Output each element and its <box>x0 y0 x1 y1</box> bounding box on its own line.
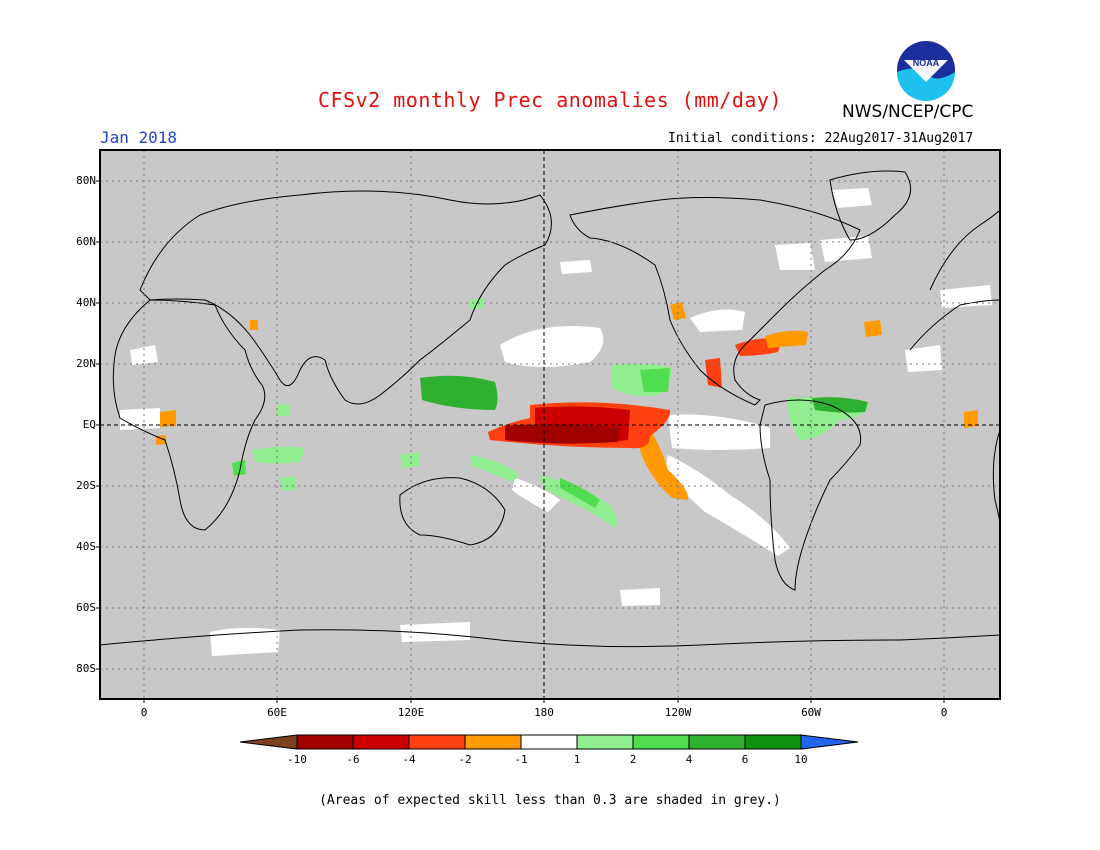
lat-label-60s: 60S <box>76 601 96 614</box>
lon-label-0-right: 0 <box>940 706 948 719</box>
colorbar-tick-label: -2 <box>458 753 472 766</box>
colorbar-box <box>632 734 690 750</box>
lon-label-60w: 60W <box>801 706 821 719</box>
lon-label-60e: 60E <box>267 706 287 719</box>
neutral-anomaly-areas <box>120 188 992 656</box>
colorbar-left-arrow <box>239 734 298 750</box>
wet-anomaly-areas <box>232 298 870 528</box>
lat-lon-gridlines <box>100 150 1000 699</box>
lat-label-40n: 40N <box>76 296 96 309</box>
lon-label-120w: 120W <box>664 706 692 719</box>
lon-label-180: 180 <box>534 706 554 719</box>
continent-outlines <box>99 170 1001 648</box>
colorbar-box <box>744 734 802 750</box>
colorbar-right-arrow <box>800 734 859 750</box>
lat-label-40s: 40S <box>76 540 96 553</box>
colorbar-tick-label: 1 <box>573 753 581 766</box>
lat-label-60n: 60N <box>76 235 96 248</box>
skill-footnote: (Areas of expected skill less than 0.3 a… <box>319 793 781 808</box>
equator-dateline <box>100 150 1000 699</box>
lat-label-20s: 20S <box>76 479 96 492</box>
lat-label-20n: 20N <box>76 357 96 370</box>
colorbar-tick-label: -6 <box>346 753 360 766</box>
colorbar-box <box>352 734 410 750</box>
lon-label-0: 0 <box>140 706 148 719</box>
colorbar-box <box>520 734 578 750</box>
colorbar-box <box>576 734 634 750</box>
lat-label-80n: 80N <box>76 174 96 187</box>
colorbar-tick-label: 4 <box>685 753 693 766</box>
colorbar-tick-label: 10 <box>794 753 808 766</box>
colorbar-tick-label: -10 <box>287 753 307 766</box>
initial-conditions: Initial conditions: 22Aug2017-31Aug2017 <box>668 131 974 146</box>
lat-label-80s: 80S <box>76 662 96 675</box>
colorbar-box <box>688 734 746 750</box>
colorbar-tick-label: 6 <box>741 753 749 766</box>
map-frame <box>99 149 1001 700</box>
colorbar-tick-label: 2 <box>629 753 637 766</box>
forecast-month: Jan 2018 <box>100 128 178 147</box>
colorbar-tick-label: -4 <box>402 753 416 766</box>
colorbar-box <box>464 734 522 750</box>
colorbar-box <box>296 734 354 750</box>
lat-label-eq: EQ <box>82 418 96 431</box>
organization-label: NWS/NCEP/CPC <box>842 102 974 122</box>
colorbar-box <box>408 734 466 750</box>
colorbar <box>239 734 859 750</box>
lon-label-120e: 120E <box>397 706 425 719</box>
colorbar-tick-label: -1 <box>514 753 528 766</box>
map-title: CFSv2 monthly Prec anomalies (mm/day) <box>317 88 783 112</box>
